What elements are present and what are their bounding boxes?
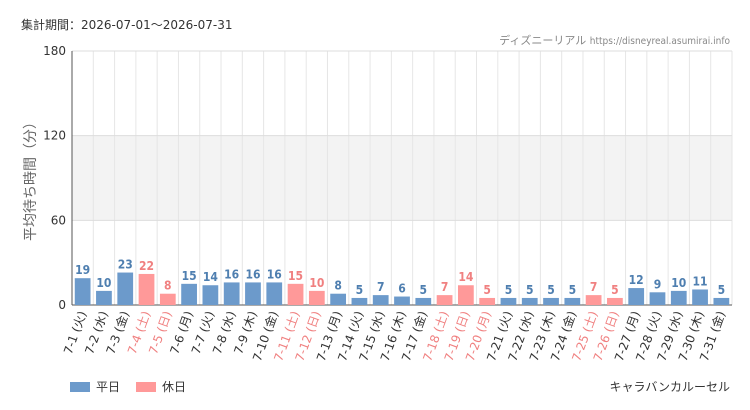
bar	[415, 297, 432, 305]
bar	[564, 297, 581, 305]
bar	[96, 290, 112, 305]
bar-value-label: 10	[671, 276, 686, 290]
bar-value-label: 9	[654, 277, 662, 291]
bar	[372, 295, 389, 305]
bar	[607, 297, 623, 305]
bar-value-label: 22	[139, 259, 154, 273]
bar	[436, 295, 453, 305]
bar-value-label: 7	[377, 280, 385, 294]
bar-value-label: 5	[611, 283, 619, 297]
bar	[628, 288, 645, 305]
bar-value-label: 5	[569, 283, 577, 297]
bar-value-label: 16	[224, 267, 239, 281]
bar	[351, 297, 368, 305]
bar-value-label: 19	[75, 263, 90, 277]
legend-item-weekday: 平日	[70, 378, 120, 395]
bar-value-label: 14	[203, 270, 219, 284]
bar	[692, 289, 708, 305]
bar-value-label: 8	[164, 279, 172, 293]
legend-swatch-holiday	[136, 381, 157, 392]
bar	[713, 297, 730, 305]
bar	[287, 283, 304, 305]
y-axis-label: 平均待ち時間（分）	[23, 115, 39, 241]
bar-value-label: 7	[590, 280, 598, 294]
bar	[181, 283, 197, 305]
bar	[266, 282, 283, 305]
bar	[223, 282, 240, 305]
bar	[138, 273, 155, 305]
legend-label-holiday: 休日	[162, 380, 187, 394]
bar	[500, 297, 517, 305]
bar-value-label: 15	[288, 269, 303, 283]
bar-value-label: 14	[458, 270, 474, 284]
bar	[394, 296, 410, 305]
bar-value-label: 8	[334, 279, 342, 293]
bar-value-label: 5	[547, 283, 555, 297]
bar-value-label: 5	[483, 283, 491, 297]
bar-value-label: 12	[629, 273, 644, 287]
bar	[543, 297, 559, 305]
bar-value-label: 7	[441, 280, 449, 294]
bar-value-label: 5	[505, 283, 513, 297]
bar-value-label: 16	[245, 267, 260, 281]
bar-value-label: 5	[356, 283, 364, 297]
legend-swatch-weekday	[70, 381, 90, 392]
y-tick-label: 180	[43, 44, 66, 58]
site-credit: ディズニーリアル https://disneyreal.asumirai.inf…	[499, 32, 730, 48]
y-tick-label: 120	[43, 129, 66, 143]
bar-value-label: 5	[420, 283, 428, 297]
bar	[117, 272, 134, 305]
bar	[649, 292, 666, 305]
legend-label-weekday: 平日	[96, 380, 121, 394]
bar-value-label: 15	[182, 269, 197, 283]
bar-value-label: 5	[718, 283, 726, 297]
bar-value-label: 16	[267, 267, 282, 281]
bar-value-label: 10	[309, 276, 324, 290]
bar-value-label: 5	[526, 283, 534, 297]
bar	[74, 278, 91, 305]
bar-value-label: 10	[96, 276, 111, 290]
bar-value-label: 6	[398, 282, 406, 296]
bar	[159, 293, 176, 305]
y-tick-label: 60	[51, 213, 66, 227]
bar	[521, 297, 538, 305]
site-url[interactable]: https://disneyreal.asumirai.info	[589, 36, 730, 47]
bar	[585, 295, 602, 305]
bar-value-label: 23	[118, 258, 133, 272]
bar	[330, 293, 347, 305]
bar	[479, 297, 496, 305]
bar	[245, 282, 261, 305]
period-label: 集計期間：2026-07-01～2026-07-31	[21, 18, 233, 32]
bar	[670, 290, 687, 305]
shaded-band	[72, 135, 732, 221]
y-tick-label: 0	[58, 298, 66, 312]
attraction-name: キャラバンカルーセル	[609, 380, 730, 394]
legend: 平日 休日	[70, 378, 202, 395]
bar	[202, 285, 219, 305]
site-name: ディズニーリアル	[499, 34, 587, 47]
legend-item-holiday: 休日	[136, 378, 186, 395]
bar-value-label: 11	[693, 274, 708, 288]
bar	[308, 290, 325, 305]
bar	[457, 285, 474, 305]
